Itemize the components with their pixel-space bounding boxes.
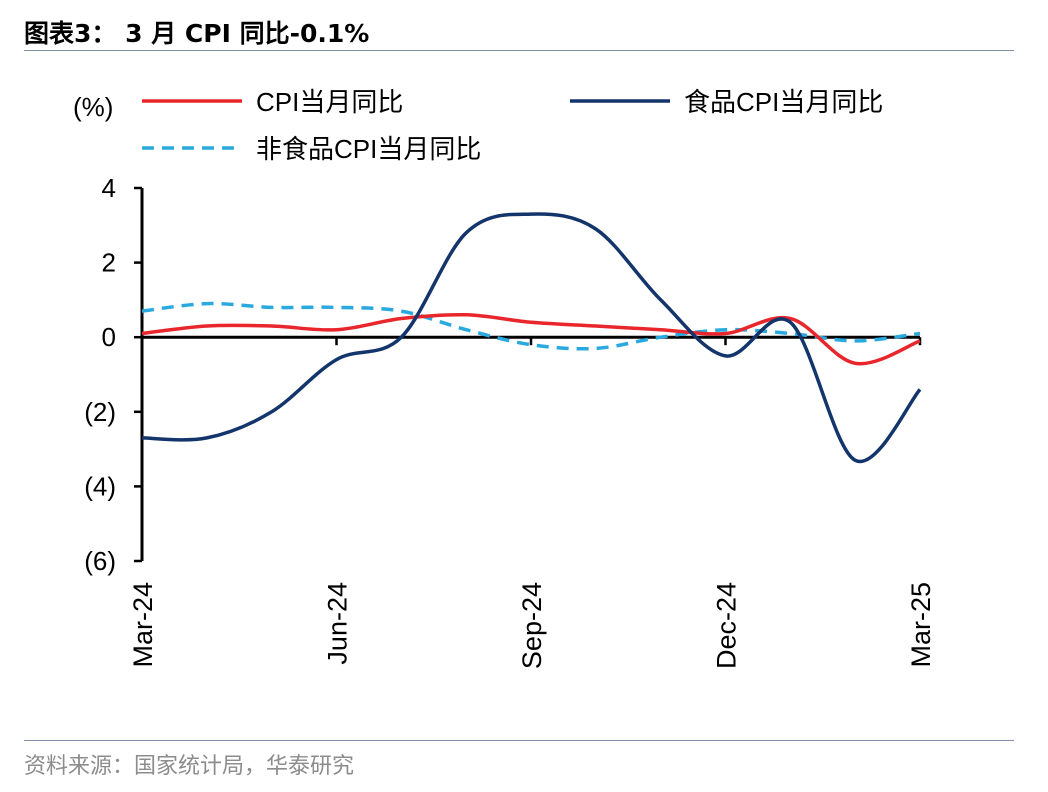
legend-label-nonfood-cpi: 非食品CPI当月同比: [256, 134, 481, 164]
y-tick-label: (6): [84, 546, 116, 576]
y-tick-label: 2: [102, 248, 116, 278]
nonfood-cpi-yoy-line: [141, 301, 921, 351]
x-tick-label: Mar-25: [906, 582, 936, 668]
x-tick-label: Sep-24: [517, 582, 547, 669]
food-cpi-yoy-line: [141, 212, 922, 464]
chart-legend: (%) CPI当月同比 食品CPI当月同比 非食品CPI当月同比: [73, 87, 883, 164]
y-tick-label: 0: [102, 322, 116, 352]
line-chart: (%) CPI当月同比 食品CPI当月同比 非食品CPI当月同比 4 2 0 (2) (…: [73, 87, 936, 669]
footer-divider: [24, 740, 1014, 741]
y-axis-label: (%): [73, 92, 113, 122]
y-tick-label: (2): [84, 397, 116, 427]
header-divider: [24, 50, 1014, 51]
cpi-yoy-line: [141, 312, 921, 366]
source-note: 资料来源：国家统计局，华泰研究: [24, 754, 355, 779]
legend-label-food-cpi: 食品CPI当月同比: [684, 87, 883, 117]
chart-title: 图表3： 3 月 CPI 同比-0.1%: [24, 19, 370, 48]
x-tick-label: Jun-24: [323, 582, 353, 665]
y-tick-label: (4): [84, 471, 116, 501]
x-tick-label: Mar-24: [128, 582, 158, 668]
legend-label-cpi: CPI当月同比: [256, 87, 403, 117]
y-tick-label: 4: [102, 173, 116, 203]
x-tick-label: Dec-24: [712, 582, 742, 669]
plot-area: 4 2 0 (2) (4) (6) Mar-24 Jun-24 Sep-24 Dec-24 Mar-…: [84, 173, 936, 669]
